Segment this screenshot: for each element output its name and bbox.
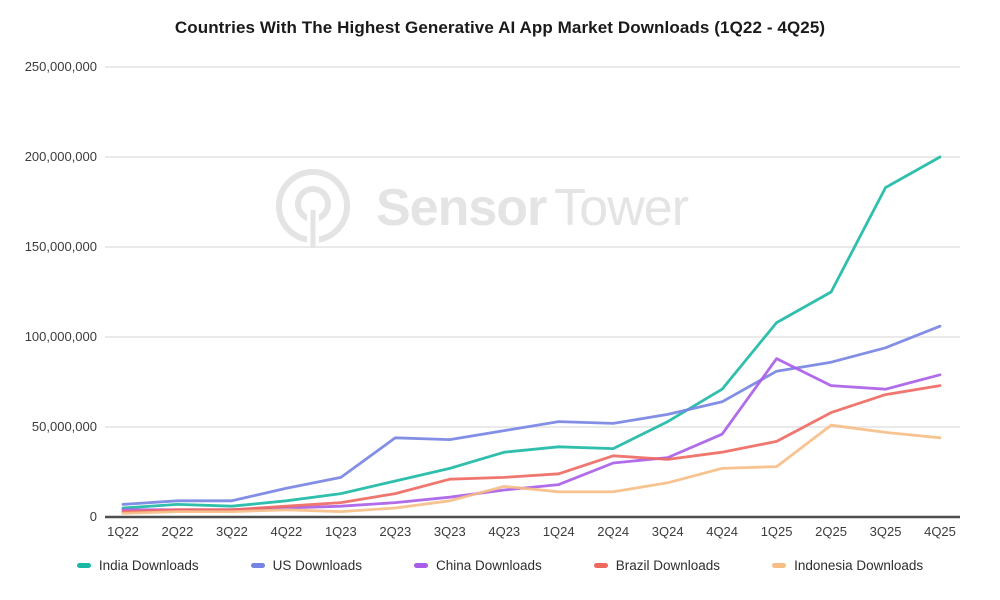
legend-label: US Downloads (272, 558, 362, 573)
series-line-us-downloads (121, 324, 942, 506)
x-tick-label: 4Q22 (270, 524, 303, 539)
x-tick-label: 1Q25 (760, 524, 793, 539)
x-tick-label: 1Q24 (542, 524, 575, 539)
legend-item-indonesia-downloads[interactable]: Indonesia Downloads (772, 558, 923, 573)
y-tick-label: 50,000,000 (31, 419, 97, 434)
x-tick-label: 2Q25 (815, 524, 847, 539)
x-tick-label: 3Q25 (869, 524, 902, 539)
x-tick-label: 4Q23 (488, 524, 521, 539)
legend-label: Brazil Downloads (615, 558, 721, 573)
x-tick-label: 1Q22 (107, 524, 139, 539)
watermark-text: Sensor Tower (376, 168, 689, 248)
legend-swatch (250, 563, 265, 568)
x-tick-label: 4Q25 (924, 524, 956, 539)
chart-title: Countries With The Highest Generative AI… (174, 18, 826, 37)
legend-swatch (772, 563, 787, 568)
legend-item-china-downloads[interactable]: China Downloads (413, 558, 542, 573)
watermark-tower: Tower (554, 179, 689, 237)
y-tick-label: 150,000,000 (24, 239, 97, 254)
watermark-sensor: Sensor (376, 179, 547, 237)
legend-swatch (76, 563, 91, 568)
x-tick-label: 2Q22 (161, 524, 194, 539)
sensortower-watermark: Sensor Tower (272, 168, 689, 248)
x-tick-label: 2Q24 (597, 524, 630, 539)
legend-label: China Downloads (435, 558, 542, 573)
legend-label: India Downloads (98, 558, 199, 573)
y-tick-label: 100,000,000 (24, 329, 97, 344)
x-tick-label: 3Q22 (216, 524, 248, 539)
sensortower-logo-icon (276, 169, 350, 248)
legend-label: Indonesia Downloads (794, 558, 924, 573)
y-tick-label: 0 (89, 509, 97, 524)
y-tick-label: 250,000,000 (24, 59, 97, 74)
legend-item-india-downloads[interactable]: India Downloads (76, 558, 199, 573)
legend-item-brazil-downloads[interactable]: Brazil Downloads (593, 558, 721, 573)
x-tick-label: 3Q23 (433, 524, 466, 539)
y-tick-label: 200,000,000 (24, 149, 97, 164)
legend-swatch (593, 563, 608, 568)
series-line-india-downloads (121, 155, 942, 510)
x-tick-label: 1Q23 (324, 524, 357, 539)
x-tick-label: 2Q23 (379, 524, 412, 539)
x-tick-label: 3Q24 (651, 524, 684, 539)
chart-legend: India Downloads US Downloads China Downloa… (0, 558, 1000, 573)
legend-item-us-downloads[interactable]: US Downloads (250, 558, 362, 573)
series-line-brazil-downloads (121, 384, 942, 514)
legend-swatch (413, 563, 428, 568)
x-tick-label: 4Q24 (706, 524, 739, 539)
series-line-indonesia-downloads (121, 423, 942, 515)
